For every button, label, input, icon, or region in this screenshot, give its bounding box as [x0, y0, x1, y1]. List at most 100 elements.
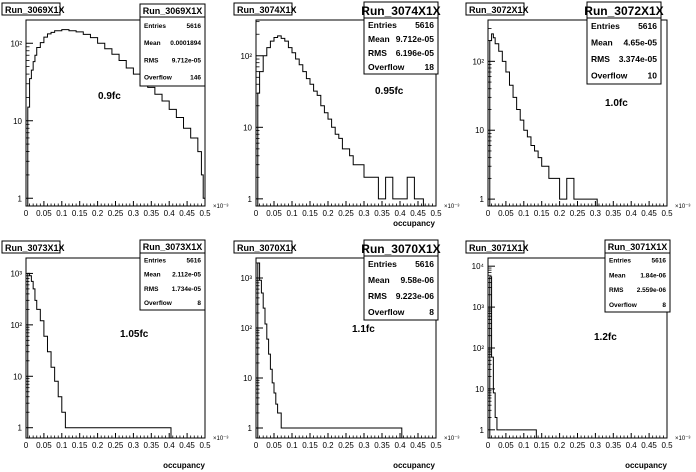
x-tick-label: 0.4: [626, 441, 638, 450]
stats-label-rms: RMS: [609, 287, 624, 294]
stats-value-entries: 5616: [638, 21, 657, 31]
panel-5: Run_3070X1X 0 0.05 0.1 0.15 0.2 0.25 0.3 0.35 0.4…: [233, 239, 459, 470]
stats-box: Run_3072X1X Entries 5616 Mean 4.65e-05 RMS 3.3…: [584, 1, 664, 85]
stats-value-rms: 9.223e-06: [396, 291, 435, 301]
stats-title: Run_3069X1X: [143, 6, 203, 16]
stats-label-overflow: Overflow: [609, 302, 638, 309]
stats-value-rms: 2.559e-06: [637, 287, 667, 294]
title-box: [1, 2, 61, 16]
stats-label-rms: RMS: [144, 286, 159, 293]
histogram-line: [27, 29, 206, 206]
x-tick-label: 0: [24, 209, 29, 218]
x-tick-label: 0.2: [554, 441, 566, 450]
stats-label-mean: Mean: [591, 38, 613, 48]
stats-frame: [363, 239, 439, 321]
x-tick-label: 0.35: [144, 441, 160, 450]
stats-label-rms: RMS: [368, 48, 387, 58]
y-tick-label: 1: [248, 424, 253, 433]
x-tick-label: 0.35: [606, 209, 622, 218]
x-tick-label: 0.2: [322, 209, 334, 218]
stats-title: Run_3073X1X: [143, 242, 203, 252]
x-axis-label: occupancy: [625, 461, 667, 470]
x-tick-label: 0.5: [430, 441, 442, 450]
stats-label-entries: Entries: [368, 20, 397, 30]
x-tick-label: 0.15: [302, 209, 318, 218]
x-tick-label: 0.35: [374, 209, 390, 218]
panel-title: Run_3074X1X: [237, 5, 297, 15]
x-tick-label: 0.1: [518, 209, 530, 218]
y-tick-label: 10: [243, 123, 252, 132]
x-tick-label: 0.05: [498, 441, 514, 450]
x-tick-label: 0.45: [410, 209, 426, 218]
histogram-line: [257, 35, 424, 206]
stats-value-entries: 5616: [187, 23, 202, 30]
x-tick-label: 0.45: [641, 441, 657, 450]
stats-label-entries: Entries: [591, 21, 620, 31]
x-tick-label: 0.1: [56, 209, 68, 218]
y-tick-label: 10³: [472, 303, 484, 312]
stats-value-mean: 4.65e-05: [623, 38, 657, 48]
x-tick-label: 0: [24, 441, 29, 450]
stats-label-overflow: Overflow: [368, 307, 405, 317]
x-tick-label: 0.25: [338, 441, 354, 450]
panel-title: Run_3073X1X: [5, 243, 65, 253]
y-tick-label: 10: [243, 374, 252, 383]
x-tick-label: 0.05: [36, 441, 52, 450]
stats-box: Run_3069X1X Entries 5616 Mean 0.0001894 RMS 9.…: [139, 3, 206, 87]
x-tick-label: 0.25: [108, 441, 124, 450]
stats-label-rms: RMS: [144, 57, 159, 64]
x-tick-label: 0.35: [606, 441, 622, 450]
x-tick-label: 0.4: [394, 209, 406, 218]
y-tick-label: 10²: [240, 52, 252, 61]
x-exponent-label: ×10⁻³: [675, 436, 690, 442]
stats-value-mean: 9.58e-06: [400, 275, 434, 285]
stats-value-overflow: 146: [190, 75, 201, 82]
histogram-line: [489, 33, 598, 206]
x-tick-label: 0.25: [108, 209, 124, 218]
threshold-label: 1.1fc: [352, 324, 375, 335]
x-tick-label: 0.3: [590, 209, 602, 218]
stats-value-mean: 9.712e-05: [396, 34, 435, 44]
y-tick-label: 10²: [472, 344, 484, 353]
threshold-label: 1.2fc: [594, 332, 617, 343]
x-tick-label: 0.35: [144, 209, 160, 218]
x-tick-label: 0.5: [199, 209, 211, 218]
stats-value-mean: 0.0001894: [170, 40, 201, 47]
x-tick-label: 0.15: [302, 441, 318, 450]
stats-value-entries: 5616: [415, 20, 434, 30]
threshold-label: 1.0fc: [605, 98, 628, 109]
stats-box: Run_3074X1X Entries 5616 Mean 9.712e-05 RMS 6.…: [361, 1, 441, 75]
stats-label-mean: Mean: [144, 40, 161, 47]
stats-label-rms: RMS: [368, 291, 387, 301]
stats-title: Run_3070X1X: [361, 242, 440, 256]
x-tick-label: 0.1: [56, 441, 68, 450]
y-tick-label: 1: [18, 424, 23, 433]
x-tick-label: 0.45: [179, 209, 195, 218]
y-tick-label: 10²: [472, 57, 484, 66]
x-tick-label: 0.3: [128, 441, 140, 450]
stats-label-mean: Mean: [609, 272, 626, 279]
x-tick-label: 0.1: [518, 441, 530, 450]
panel-2: Run_3074X1X 0 0.05 0.1 0.15 0.2 0.25 0.3 0.35 0.4…: [233, 1, 459, 228]
x-tick-label: 0.05: [498, 209, 514, 218]
stats-label-rms: RMS: [591, 54, 610, 64]
threshold-label: 0.95fc: [375, 86, 404, 97]
x-tick-label: 0.45: [179, 441, 195, 450]
panel-title: Run_3072X1X: [469, 5, 529, 15]
x-tick-label: 0.3: [358, 209, 370, 218]
y-tick-label: 10³: [240, 274, 252, 283]
stats-label-overflow: Overflow: [144, 300, 173, 307]
x-tick-label: 0: [486, 441, 491, 450]
threshold-label: 0.9fc: [98, 91, 121, 102]
stats-frame: [363, 1, 439, 75]
stats-label-entries: Entries: [144, 257, 166, 264]
stats-frame: [604, 239, 671, 313]
x-tick-label: 0.4: [626, 209, 638, 218]
x-exponent-label: ×10⁻³: [444, 204, 459, 210]
stats-value-rms: 9.712e-05: [172, 57, 202, 64]
panel-4: Run_3073X1X 0 0.05 0.1 0.15 0.2 0.25 0.3 0.35 0.4…: [1, 239, 228, 470]
histogram-line: [489, 276, 537, 438]
x-tick-label: 0: [486, 209, 491, 218]
stats-value-overflow: 8: [662, 302, 666, 309]
stats-box: Run_3071X1X Entries 5616 Mean 1.84e-06 RMS 2.5…: [604, 239, 671, 313]
